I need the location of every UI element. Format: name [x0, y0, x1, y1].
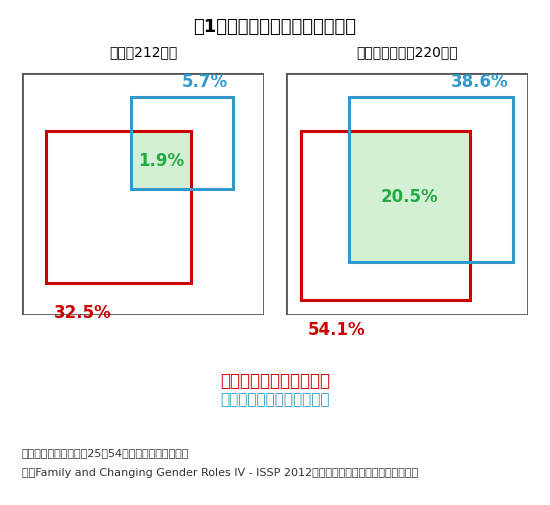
- Text: 日本（212人）: 日本（212人）: [109, 45, 177, 59]
- Text: 38.6%: 38.6%: [451, 73, 509, 90]
- Text: 20.5%: 20.5%: [381, 188, 438, 206]
- Bar: [349, 132, 470, 262]
- Bar: [349, 98, 514, 262]
- Text: ＊パートナーのいる，25～54歳女性の回答による。: ＊パートナーのいる，25～54歳女性の回答による。: [22, 447, 189, 457]
- Text: スウェーデン（220人）: スウェーデン（220人）: [356, 45, 458, 59]
- Text: 夫と対等以上の収入がある: 夫と対等以上の収入がある: [220, 391, 330, 407]
- Text: 5.7%: 5.7%: [182, 73, 228, 90]
- Text: 夫が対等以上家事をする: 夫が対等以上家事をする: [220, 371, 330, 389]
- Text: 32.5%: 32.5%: [53, 303, 111, 321]
- Bar: [131, 98, 233, 189]
- Text: ＊「Family and Changing Gender Roles IV - ISSP 2012」の個票データより菅田敏彦作成。: ＊「Family and Changing Gender Roles IV - …: [22, 467, 418, 477]
- Text: 図1　対等夫婦の割合の日瑞比較: 図1 対等夫婦の割合の日瑞比較: [194, 18, 356, 36]
- Bar: [46, 132, 191, 284]
- Bar: [131, 132, 191, 189]
- Text: 54.1%: 54.1%: [308, 320, 365, 338]
- Bar: [300, 132, 470, 300]
- Text: 1.9%: 1.9%: [138, 152, 184, 170]
